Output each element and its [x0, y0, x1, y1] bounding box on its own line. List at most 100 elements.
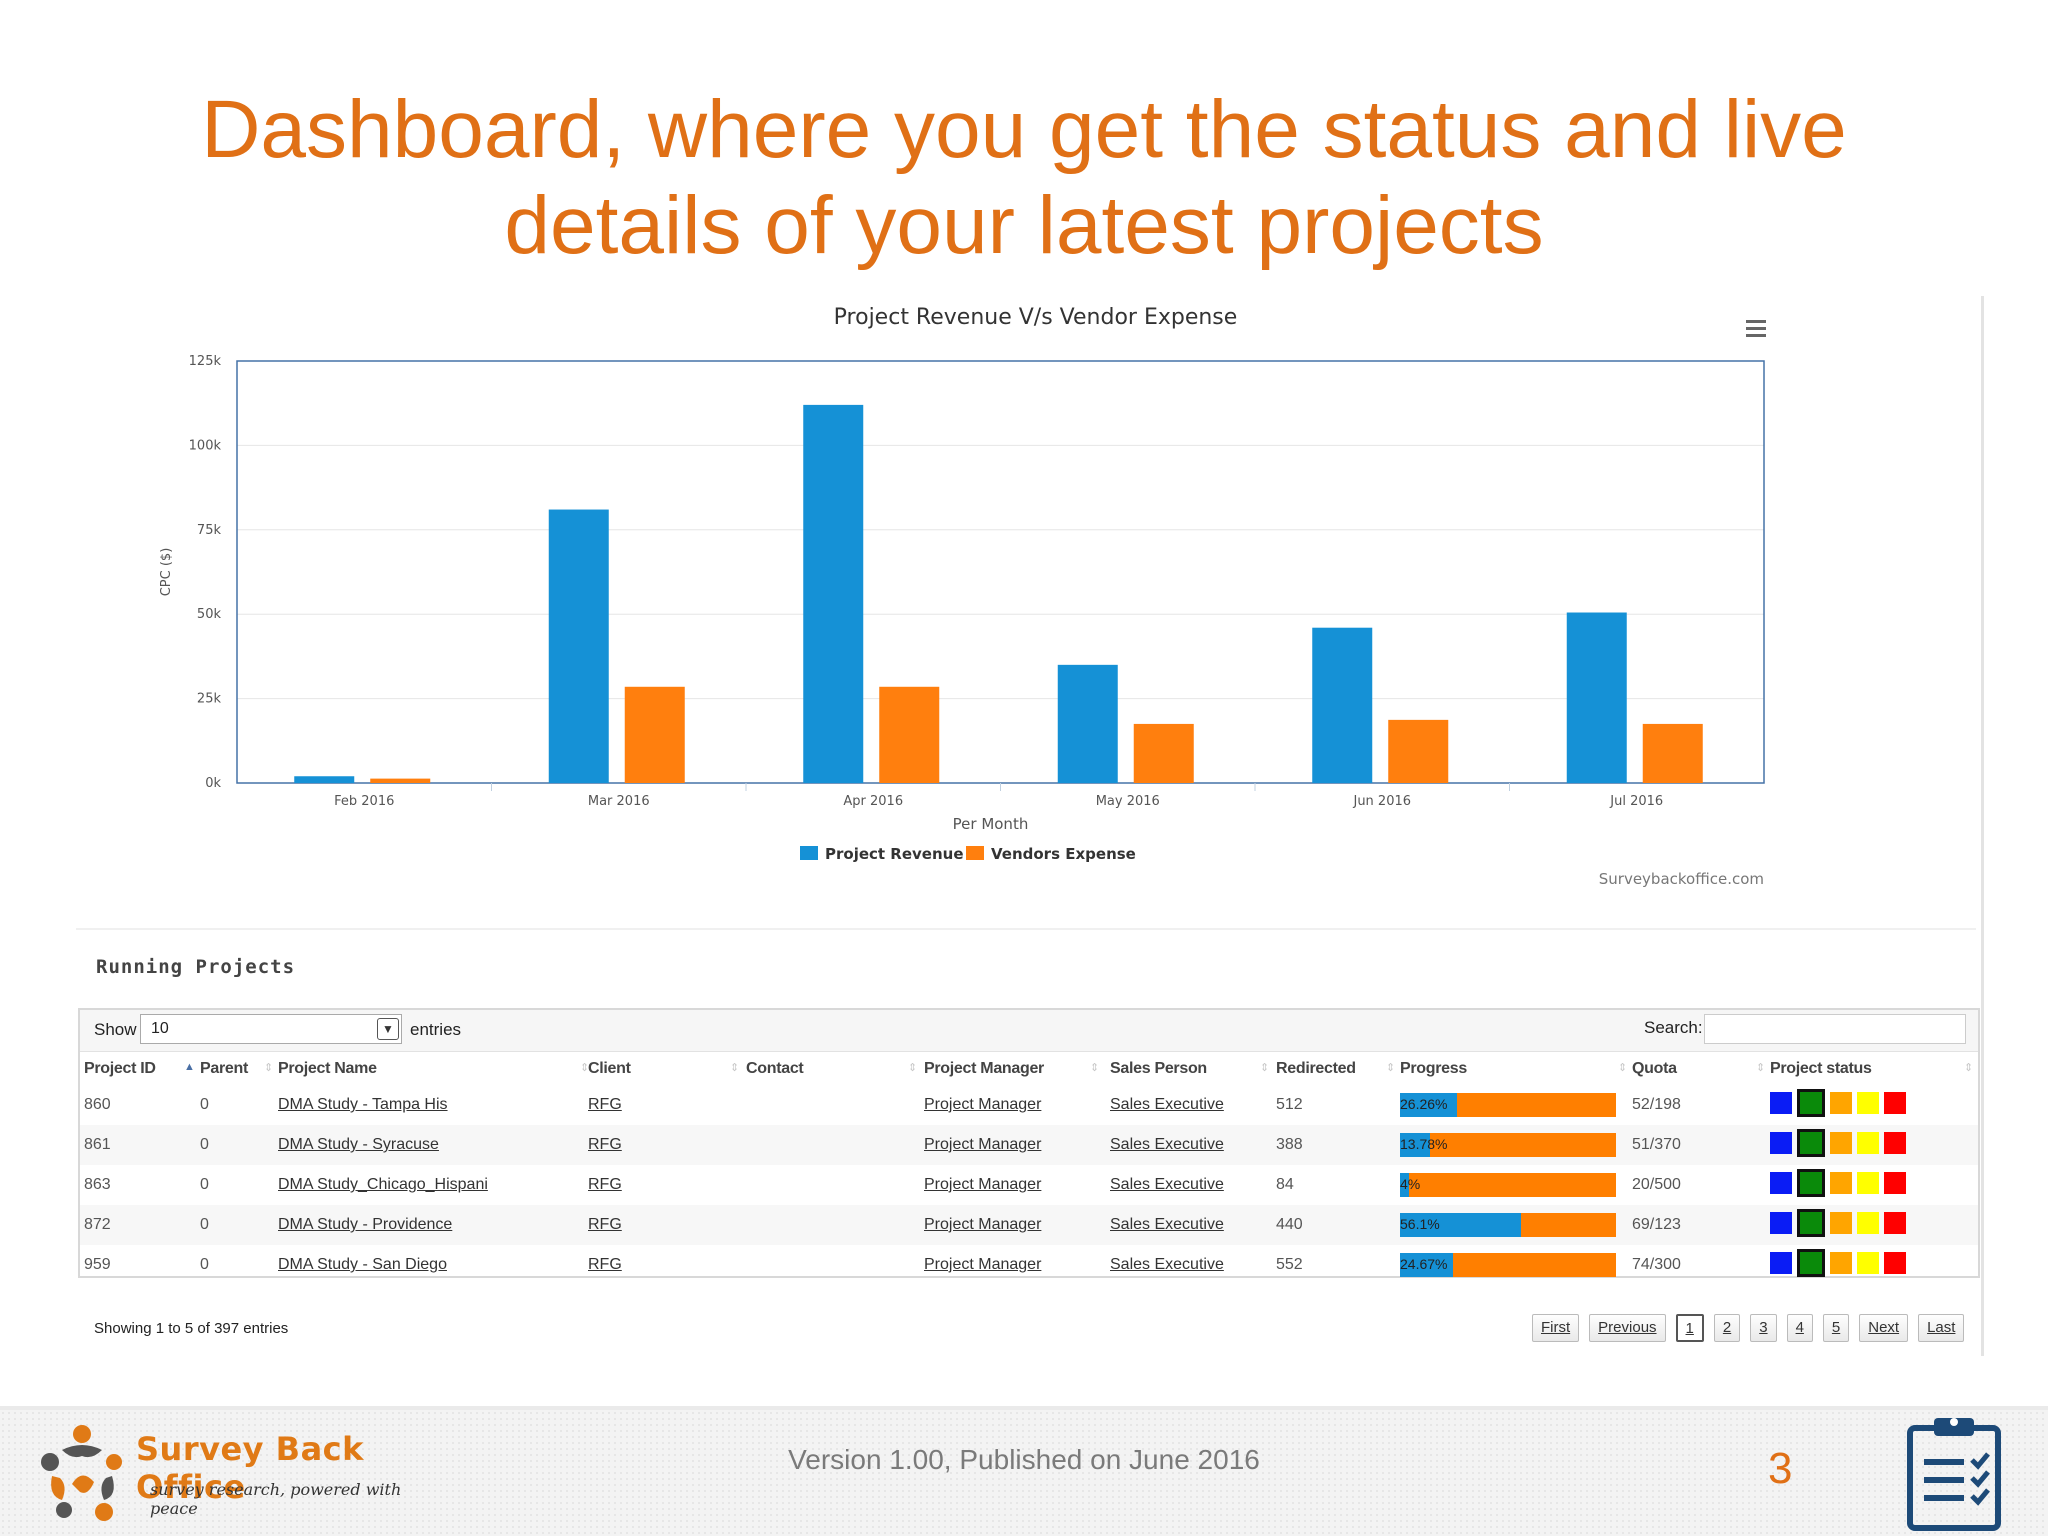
client-link[interactable]: RFG: [588, 1176, 622, 1193]
sort-icon[interactable]: ⇕: [1756, 1062, 1766, 1074]
project-manager-link[interactable]: Project Manager: [924, 1216, 1042, 1233]
progress-fill: [1400, 1253, 1454, 1277]
sales-person-link[interactable]: Sales Executive: [1110, 1136, 1224, 1153]
page-button-1[interactable]: 1: [1675, 1314, 1704, 1342]
col-contact-header[interactable]: Contact: [746, 1060, 804, 1077]
progress-fill: [1400, 1133, 1430, 1157]
project-name-link[interactable]: DMA Study - San Diego: [278, 1256, 447, 1273]
status-option[interactable]: [1797, 1129, 1825, 1157]
projects-table-box: Show 10 ▼ entries Search: Project ID ▲ Par…: [78, 1008, 1980, 1278]
status-option[interactable]: [1884, 1132, 1906, 1154]
col-redirected-header[interactable]: Redirected: [1276, 1060, 1356, 1077]
page-button-2[interactable]: 2: [1713, 1314, 1741, 1342]
client-link[interactable]: RFG: [588, 1216, 622, 1233]
sort-icon[interactable]: ⇕: [1090, 1062, 1100, 1074]
y-tick-label: 50k: [197, 607, 222, 622]
page-button-first[interactable]: First: [1532, 1314, 1580, 1342]
sales-person-link[interactable]: Sales Executive: [1110, 1096, 1224, 1113]
revenue-bar: [1566, 612, 1627, 783]
cell-parent: 0: [200, 1176, 209, 1193]
divider: [76, 928, 1976, 930]
entries-select[interactable]: 10 ▼: [140, 1014, 402, 1044]
table-cell: RFG: [588, 1165, 622, 1205]
sort-icon[interactable]: ⇕: [1260, 1062, 1270, 1074]
status-option[interactable]: [1857, 1132, 1879, 1154]
sort-icon[interactable]: ⇕: [264, 1062, 274, 1074]
col-parent-header[interactable]: Parent: [200, 1060, 248, 1077]
status-option[interactable]: [1830, 1132, 1852, 1154]
page-button-3[interactable]: 3: [1750, 1314, 1777, 1342]
project-name-link[interactable]: DMA Study - Providence: [278, 1216, 453, 1233]
status-option[interactable]: [1830, 1212, 1852, 1234]
clipboard-icon: [1907, 1418, 2001, 1531]
project-manager-link[interactable]: Project Manager: [924, 1256, 1042, 1273]
sales-person-link[interactable]: Sales Executive: [1110, 1176, 1224, 1193]
status-option[interactable]: [1884, 1212, 1906, 1234]
sort-icon[interactable]: ⇕: [580, 1062, 590, 1074]
sort-icon[interactable]: ⇕: [1618, 1062, 1628, 1074]
project-manager-link[interactable]: Project Manager: [924, 1096, 1042, 1113]
y-tick-label: 25k: [197, 692, 222, 707]
sales-person-link[interactable]: Sales Executive: [1110, 1216, 1224, 1233]
project-status-selector: [1770, 1249, 1906, 1277]
expense-bar: [1388, 719, 1449, 783]
page-number: 3: [1768, 1444, 1793, 1493]
sort-icon[interactable]: ⇕: [908, 1062, 918, 1074]
page-button-5[interactable]: 5: [1822, 1314, 1850, 1342]
show-label: Show: [94, 1020, 137, 1039]
project-name-link[interactable]: DMA Study_Chicago_Hispani: [278, 1176, 488, 1193]
footer-bar: [0, 1406, 2048, 1536]
status-option[interactable]: [1857, 1212, 1879, 1234]
col-project-status-header[interactable]: Project status: [1770, 1060, 1872, 1077]
col-project-id-header[interactable]: Project ID: [84, 1060, 156, 1077]
status-option[interactable]: [1797, 1209, 1825, 1237]
status-option[interactable]: [1857, 1252, 1879, 1274]
project-manager-link[interactable]: Project Manager: [924, 1176, 1042, 1193]
client-link[interactable]: RFG: [588, 1096, 622, 1113]
y-tick-label: 125k: [189, 354, 222, 369]
page-button-previous[interactable]: Previous: [1589, 1314, 1666, 1342]
col-sales-person-header[interactable]: Sales Person: [1110, 1060, 1207, 1077]
page-button-4[interactable]: 4: [1786, 1314, 1813, 1342]
entries-select-value: 10: [151, 1020, 169, 1037]
status-option[interactable]: [1830, 1172, 1852, 1194]
status-option[interactable]: [1884, 1252, 1906, 1274]
client-link[interactable]: RFG: [588, 1136, 622, 1153]
sort-icon[interactable]: ⇕: [730, 1062, 740, 1074]
col-project-name-header[interactable]: Project Name: [278, 1060, 377, 1077]
page-button-last[interactable]: Last: [1918, 1314, 1965, 1342]
status-option[interactable]: [1770, 1092, 1792, 1114]
status-option[interactable]: [1830, 1092, 1852, 1114]
sort-icon[interactable]: ▲: [184, 1061, 195, 1073]
col-progress-header[interactable]: Progress: [1400, 1060, 1467, 1077]
status-option[interactable]: [1797, 1169, 1825, 1197]
status-option[interactable]: [1884, 1172, 1906, 1194]
chart-menu-icon[interactable]: [1736, 310, 1776, 346]
project-name-link[interactable]: DMA Study - Tampa His: [278, 1096, 448, 1113]
col-client-header[interactable]: Client: [588, 1060, 631, 1077]
project-manager-link[interactable]: Project Manager: [924, 1136, 1042, 1153]
table-cell: Project Manager: [924, 1205, 1041, 1245]
status-option[interactable]: [1770, 1172, 1792, 1194]
status-option[interactable]: [1770, 1212, 1792, 1234]
status-option[interactable]: [1857, 1092, 1879, 1114]
revenue-chart-svg: Project Revenue V/s Vendor Expense 0k 25k 5…: [159, 305, 1765, 888]
sales-person-link[interactable]: Sales Executive: [1110, 1256, 1224, 1273]
status-option[interactable]: [1770, 1252, 1792, 1274]
status-option[interactable]: [1857, 1172, 1879, 1194]
y-tick-label: 0k: [205, 776, 221, 791]
page-button-next[interactable]: Next: [1859, 1314, 1909, 1342]
col-project-manager-header[interactable]: Project Manager: [924, 1060, 1044, 1077]
status-option[interactable]: [1770, 1132, 1792, 1154]
status-option[interactable]: [1830, 1252, 1852, 1274]
x-tick-label: Feb 2016: [334, 794, 394, 809]
search-input[interactable]: [1704, 1014, 1966, 1044]
project-name-link[interactable]: DMA Study - Syracuse: [278, 1136, 439, 1153]
sort-icon[interactable]: ⇕: [1964, 1062, 1974, 1074]
status-option[interactable]: [1797, 1249, 1825, 1277]
col-quota-header[interactable]: Quota: [1632, 1060, 1677, 1077]
status-option[interactable]: [1884, 1092, 1906, 1114]
status-option[interactable]: [1797, 1089, 1825, 1117]
client-link[interactable]: RFG: [588, 1256, 622, 1273]
sort-icon[interactable]: ⇕: [1386, 1062, 1396, 1074]
